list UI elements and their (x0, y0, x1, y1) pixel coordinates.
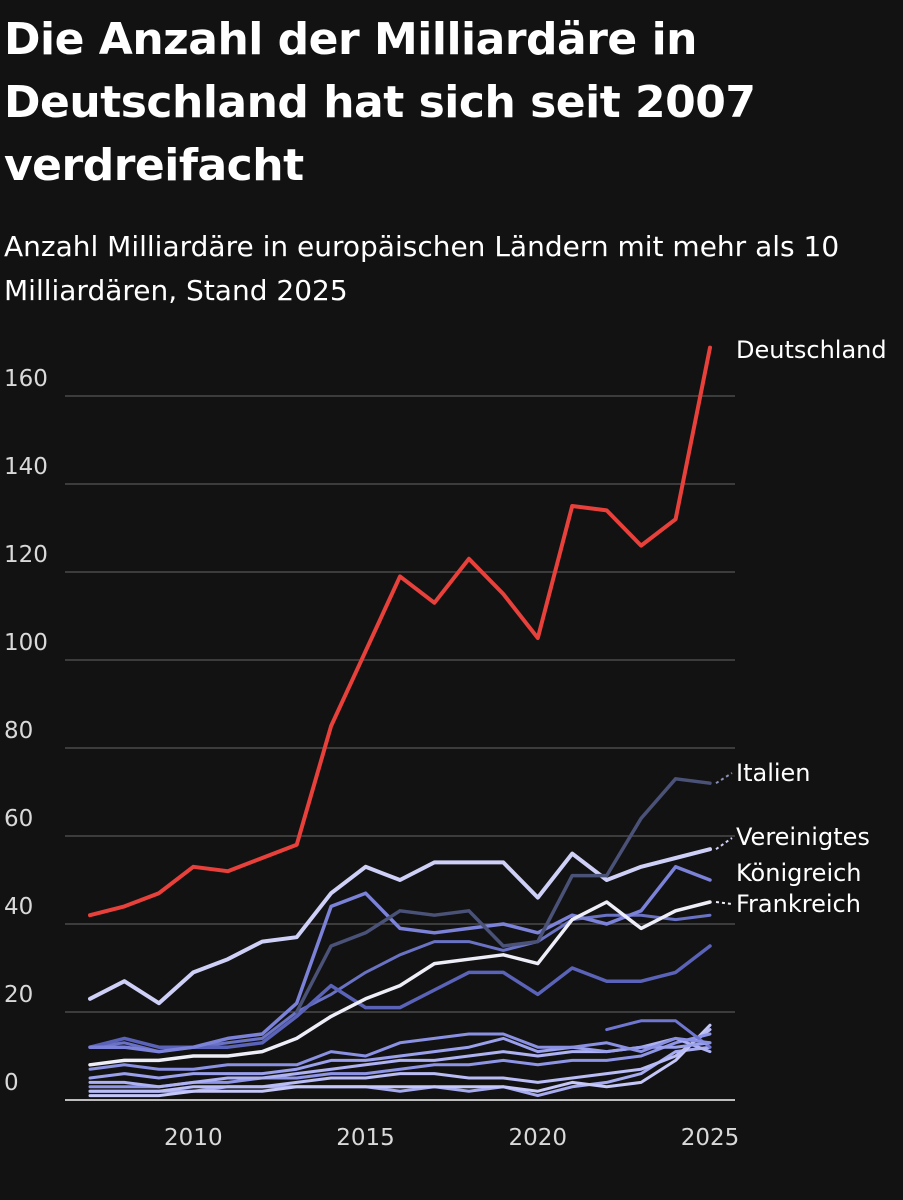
y-tick-label-20: 20 (4, 982, 33, 1008)
series-line-country-6 (88, 944, 712, 1049)
series-line-country-13 (88, 1028, 712, 1093)
series-line-country-5 (88, 865, 712, 1054)
x-tick-label-2010: 2010 (164, 1125, 223, 1151)
series-label-deutschland: Deutschland (736, 336, 887, 364)
series-label-frankreich: Frankreich (736, 890, 861, 918)
y-tick-label-40: 40 (4, 894, 33, 920)
series-line-country-8 (88, 1032, 712, 1071)
x-tick-label-2015: 2015 (336, 1125, 395, 1151)
x-tick-label-2020: 2020 (509, 1125, 568, 1151)
label-leader-vereinigtes-koenigreich (715, 837, 733, 851)
label-leader-italien (715, 772, 733, 785)
series-line-country-9 (88, 1036, 712, 1080)
series-lines (88, 345, 712, 1098)
y-tick-label-100: 100 (4, 630, 48, 656)
series-label-vereinigtes-koenigreich-line-1: Vereinigtes (736, 823, 870, 851)
series-line-country-14 (88, 1023, 712, 1098)
x-axis-ticks: 2010 2015 2020 2025 (164, 1125, 739, 1151)
series-line-deutschland (88, 345, 712, 918)
gridlines (65, 395, 735, 1101)
series-end-labels: Deutschland Italien Vereinigtes Königreich F… (715, 336, 887, 918)
label-leader-frankreich (715, 901, 733, 905)
series-line-italien (294, 777, 712, 1014)
x-tick-label-2025: 2025 (681, 1125, 740, 1151)
chart-subtitle: Anzahl Milliardäre in europäischen Lände… (4, 230, 840, 307)
y-tick-label-0: 0 (4, 1070, 19, 1096)
y-tick-label-60: 60 (4, 806, 33, 832)
y-axis-ticks: 0 20 40 60 80 100 120 140 160 (4, 366, 48, 1096)
y-tick-label-120: 120 (4, 542, 48, 568)
series-label-vereinigtes-koenigreich-line-2: Königreich (736, 859, 862, 887)
series-label-italien: Italien (736, 759, 811, 787)
series-line-vereinigtes-koenigreich (88, 847, 712, 1006)
y-tick-label-160: 160 (4, 366, 48, 392)
series-line-country-10 (605, 1019, 712, 1049)
y-tick-label-80: 80 (4, 718, 33, 744)
chart-title: Die Anzahl der Milliardäre in Deutschlan… (4, 14, 756, 191)
series-line-frankreich (88, 900, 712, 1067)
y-tick-label-140: 140 (4, 454, 48, 480)
